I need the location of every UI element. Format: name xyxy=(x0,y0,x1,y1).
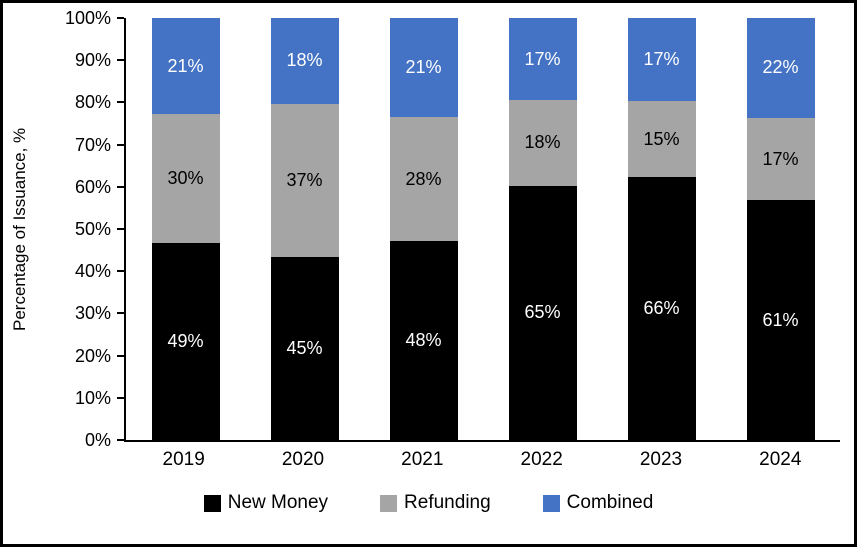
y-tick-mark xyxy=(117,228,124,230)
segment-value-label: 17% xyxy=(524,48,561,69)
y-tick-label: 80% xyxy=(74,92,111,113)
segment-value-label: 15% xyxy=(643,128,680,149)
y-tick-mark xyxy=(117,396,124,399)
segment-value-label: 17% xyxy=(762,148,799,169)
segment-refunding: 17% xyxy=(746,117,815,201)
segment-combined: 17% xyxy=(508,18,577,101)
bar-stack: 66% 15% 17% xyxy=(627,17,696,440)
legend-swatch-icon xyxy=(542,494,560,512)
y-tick-label: 30% xyxy=(74,303,111,324)
legend-swatch-icon xyxy=(203,494,221,512)
segment-combined: 18% xyxy=(270,18,339,104)
bar-stack: 45% 37% 18% xyxy=(270,18,339,440)
legend: New Money Refunding Combined xyxy=(3,492,854,514)
y-tick-mark xyxy=(117,270,124,273)
legend-label: Combined xyxy=(566,492,654,513)
y-tick-label: 40% xyxy=(74,261,111,282)
segment-combined: 17% xyxy=(627,17,696,102)
segment-value-label: 45% xyxy=(286,338,323,359)
segment-new-money: 66% xyxy=(627,177,696,440)
segment-value-label: 48% xyxy=(405,330,442,351)
segment-value-label: 21% xyxy=(405,56,442,77)
legend-item-refunding: Refunding xyxy=(380,492,491,514)
x-tick-label: 2020 xyxy=(281,449,325,470)
y-axis-ticks: 0% 10% 20% 30% 40% 50% 60% 70% 80% 90% 100% xyxy=(33,8,111,450)
y-tick-mark xyxy=(117,101,124,104)
segment-value-label: 21% xyxy=(167,55,204,76)
segment-value-label: 30% xyxy=(167,168,204,189)
y-tick-label: 50% xyxy=(74,219,111,239)
bar-column-2020: 45% 37% 18% xyxy=(245,18,364,440)
segment-value-label: 37% xyxy=(286,170,323,191)
y-tick-label: 70% xyxy=(74,134,111,155)
legend-item-combined: Combined xyxy=(542,492,654,514)
y-tick-mark xyxy=(117,143,124,146)
x-tick-label: 2022 xyxy=(520,449,563,470)
segment-combined: 21% xyxy=(151,18,220,115)
x-tick-label: 2021 xyxy=(401,449,444,470)
bar-column-2021: 48% 28% 21% xyxy=(364,18,483,440)
y-tick-mark xyxy=(117,185,124,188)
segment-combined: 22% xyxy=(746,18,815,118)
segment-value-label: 66% xyxy=(643,298,680,319)
bar-stack: 65% 18% 17% xyxy=(508,18,577,440)
legend-swatch-icon xyxy=(380,494,398,512)
segment-value-label: 61% xyxy=(762,309,799,330)
segment-refunding: 15% xyxy=(627,101,696,178)
y-tick-mark xyxy=(117,354,124,357)
segment-refunding: 30% xyxy=(151,114,220,244)
segment-combined: 21% xyxy=(389,18,458,117)
segment-refunding: 28% xyxy=(389,116,458,242)
bar-stack: 61% 17% 22% xyxy=(746,18,815,440)
y-tick-mark xyxy=(117,312,124,315)
plot-area: 49% 30% 21% 45% 37% 18% 48% 28% 21% 65% 18% 17% 66% 1… xyxy=(117,17,840,442)
segment-new-money: 48% xyxy=(389,241,458,440)
segment-value-label: 49% xyxy=(167,331,204,352)
bars: 49% 30% 21% 45% 37% 18% 48% 28% 21% 65% 18% 17% 66% 1… xyxy=(126,17,840,440)
segment-value-label: 18% xyxy=(524,132,561,153)
y-tick-label: 90% xyxy=(74,50,111,71)
y-tick-mark xyxy=(117,59,124,62)
bar-column-2023: 66% 15% 17% xyxy=(602,17,721,440)
y-axis-title: Percentage of Issuance, % xyxy=(10,127,29,331)
segment-value-label: 22% xyxy=(762,57,799,78)
bar-stack: 49% 30% 21% xyxy=(151,18,220,440)
x-tick-label: 2019 xyxy=(162,449,205,470)
segment-refunding: 37% xyxy=(270,103,339,258)
bar-column-2022: 65% 18% 17% xyxy=(483,18,602,440)
y-tick-label: 10% xyxy=(74,387,111,408)
y-tick-marks xyxy=(117,17,124,441)
segment-new-money: 45% xyxy=(270,257,339,440)
segment-value-label: 17% xyxy=(643,49,680,70)
y-tick-label: 0% xyxy=(84,430,111,450)
legend-label: New Money xyxy=(227,492,329,513)
segment-new-money: 49% xyxy=(151,243,220,440)
y-tick-label: 100% xyxy=(64,8,111,28)
x-tick-label: 2023 xyxy=(639,449,683,470)
y-tick-mark xyxy=(117,17,124,19)
legend-item-new-money: New Money xyxy=(203,492,329,514)
bar-column-2019: 49% 30% 21% xyxy=(126,18,245,440)
segment-value-label: 65% xyxy=(524,302,561,323)
y-tick-mark xyxy=(117,439,124,441)
x-axis-labels: 2019 2020 2021 2022 2023 2024 xyxy=(124,449,840,471)
segment-new-money: 65% xyxy=(508,185,577,440)
segment-refunding: 18% xyxy=(508,100,577,186)
bar-column-2024: 61% 17% 22% xyxy=(721,18,840,440)
x-tick-label: 2024 xyxy=(759,449,802,470)
legend-label: Refunding xyxy=(404,492,491,513)
segment-value-label: 28% xyxy=(405,168,442,189)
y-tick-label: 20% xyxy=(74,345,111,366)
segment-new-money: 61% xyxy=(746,200,815,440)
segment-value-label: 18% xyxy=(286,50,323,71)
bar-stack: 48% 28% 21% xyxy=(389,18,458,440)
y-tick-label: 60% xyxy=(74,176,111,197)
